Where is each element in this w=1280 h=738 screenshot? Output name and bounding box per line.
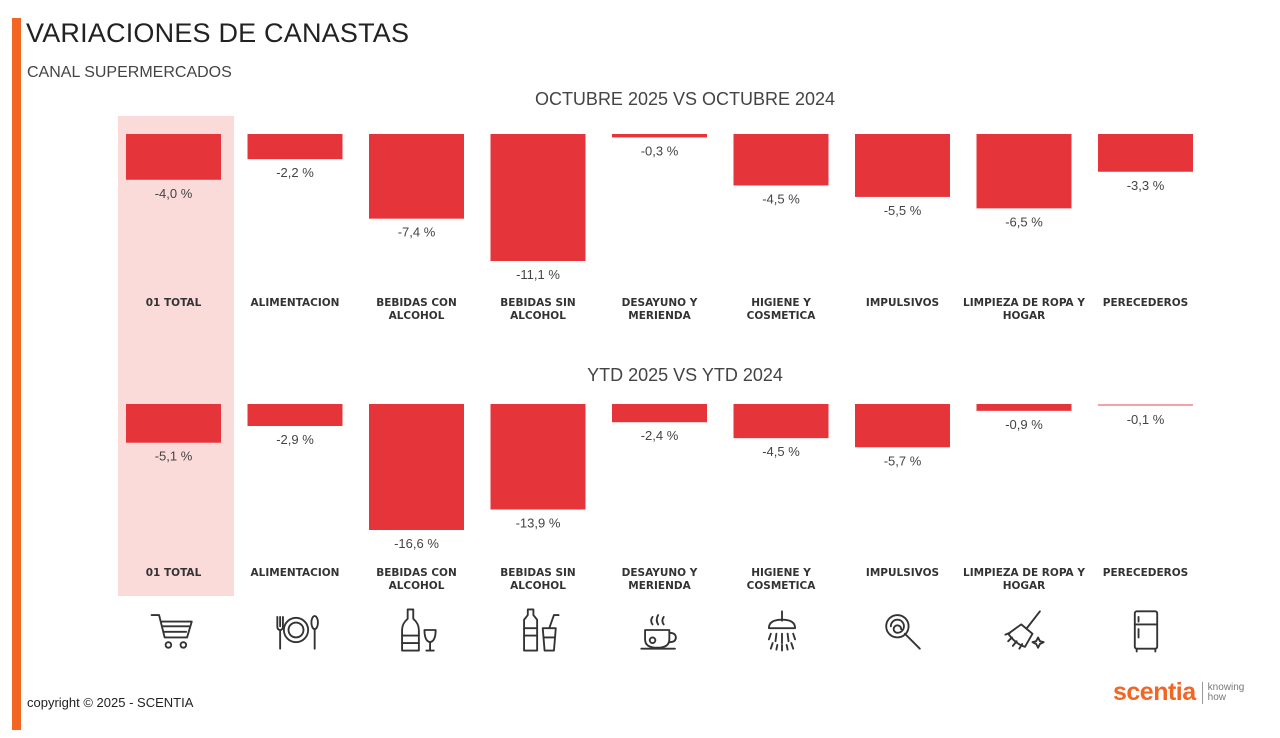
value-label-october-5: -4,5 % — [762, 191, 800, 206]
bar-october-3 — [490, 134, 586, 261]
bar-ytd-0 — [126, 404, 221, 443]
category-label-ytd-8-0: PERECEDEROS — [1103, 567, 1188, 579]
category-label-ytd-7-0: LIMPIEZA DE ROPA Y — [963, 567, 1085, 579]
value-label-october-4: -0,3 % — [641, 143, 679, 158]
bar-ytd-4 — [612, 404, 707, 423]
category-label-ytd-1-0: ALIMENTACION — [251, 567, 340, 579]
logo-wordmark: scentia — [1113, 678, 1196, 706]
logo-tagline: knowing how — [1207, 681, 1245, 703]
bar-october-6 — [855, 134, 950, 197]
chart-title-ytd: YTD 2025 VS YTD 2024 — [587, 365, 783, 385]
bar-ytd-2 — [369, 404, 464, 530]
category-label-october-8-0: PERECEDEROS — [1103, 297, 1188, 309]
fridge-icon — [1098, 600, 1194, 660]
category-label-ytd-3-0: BEBIDAS SIN — [500, 567, 575, 579]
category-label-october-3-1: ALCOHOL — [510, 310, 566, 322]
category-label-october-6-0: IMPULSIVOS — [866, 297, 939, 309]
bar-ytd-7 — [976, 404, 1072, 411]
copyright-text: copyright © 2025 - SCENTIA — [27, 695, 194, 710]
bar-ytd-1 — [247, 404, 343, 427]
value-label-ytd-1: -2,9 % — [276, 432, 314, 447]
bar-october-0 — [126, 134, 221, 180]
bar-october-7 — [976, 134, 1072, 209]
category-label-october-0-0: 01 TOTAL — [146, 297, 202, 309]
logo-divider — [1201, 681, 1203, 704]
lollipop-icon — [855, 600, 951, 660]
accent-bar — [12, 18, 21, 730]
coffee-cup-icon — [612, 600, 708, 660]
value-label-october-0: -4,0 % — [155, 186, 193, 201]
category-label-october-5-1: COSMETICA — [747, 310, 817, 322]
bar-october-5 — [733, 134, 829, 186]
page-subtitle: CANAL SUPERMERCADOS — [27, 64, 232, 81]
value-label-ytd-5: -4,5 % — [762, 444, 800, 459]
bar-october-4 — [612, 134, 707, 138]
category-label-ytd-4-1: MERIENDA — [628, 580, 691, 592]
value-label-ytd-0: -5,1 % — [155, 449, 193, 464]
broom-icon — [977, 600, 1073, 660]
category-label-ytd-4-0: DESAYUNO Y — [622, 567, 698, 579]
scentia-logo: scentia knowing how — [1113, 678, 1244, 707]
value-label-ytd-2: -16,6 % — [394, 536, 439, 551]
bar-ytd-5 — [733, 404, 829, 439]
value-label-october-8: -3,3 % — [1127, 178, 1165, 193]
total-column-highlight — [118, 116, 234, 596]
category-label-ytd-0-0: 01 TOTAL — [146, 567, 202, 579]
category-label-october-3-0: BEBIDAS SIN — [500, 297, 575, 309]
wine-bottle-glass-icon — [369, 600, 465, 660]
value-label-ytd-7: -0,9 % — [1005, 417, 1043, 432]
category-label-october-5-0: HIGIENE Y — [751, 297, 811, 309]
value-label-october-2: -7,4 % — [398, 225, 436, 240]
category-label-october-2-1: ALCOHOL — [389, 310, 445, 322]
shopping-cart-icon — [126, 600, 222, 660]
bar-ytd-6 — [855, 404, 950, 448]
value-label-october-1: -2,2 % — [276, 165, 314, 180]
category-label-october-2-0: BEBIDAS CON — [376, 297, 457, 309]
category-label-ytd-2-0: BEBIDAS CON — [376, 567, 457, 579]
bar-october-1 — [247, 134, 343, 160]
value-label-october-7: -6,5 % — [1005, 214, 1043, 229]
plate-cutlery-icon — [248, 600, 344, 660]
value-label-october-3: -11,1 % — [516, 267, 560, 282]
value-label-ytd-4: -2,4 % — [641, 428, 679, 443]
category-label-ytd-3-1: ALCOHOL — [510, 580, 566, 592]
category-label-october-7-1: HOGAR — [1003, 310, 1046, 322]
bar-ytd-3 — [490, 404, 586, 510]
bar-october-2 — [369, 134, 464, 219]
bar-ytd-8 — [1098, 404, 1193, 406]
category-label-october-7-0: LIMPIEZA DE ROPA Y — [963, 297, 1085, 309]
category-label-ytd-5-0: HIGIENE Y — [751, 567, 811, 579]
category-label-october-4-1: MERIENDA — [628, 310, 691, 322]
page-title: VARIACIONES DE CANASTAS — [26, 18, 410, 48]
category-label-ytd-6-0: IMPULSIVOS — [866, 567, 939, 579]
logo-tagline-line-2: how — [1207, 691, 1227, 703]
category-label-october-1-0: ALIMENTACION — [251, 297, 340, 309]
bar-october-8 — [1098, 134, 1193, 172]
value-label-october-6: -5,5 % — [884, 203, 922, 218]
value-label-ytd-8: -0,1 % — [1127, 412, 1165, 427]
value-label-ytd-6: -5,7 % — [884, 453, 922, 468]
value-label-ytd-3: -13,9 % — [516, 516, 561, 531]
water-bottle-cup-icon — [491, 600, 587, 660]
category-label-ytd-5-1: COSMETICA — [747, 580, 817, 592]
category-label-october-4-0: DESAYUNO Y — [622, 297, 698, 309]
shower-icon — [734, 600, 830, 660]
logo-tagline-line-1: knowing — [1207, 681, 1245, 693]
category-label-ytd-7-1: HOGAR — [1003, 580, 1046, 592]
chart-title-october: OCTUBRE 2025 VS OCTUBRE 2024 — [534, 89, 836, 109]
category-label-ytd-2-1: ALCOHOL — [389, 580, 445, 592]
